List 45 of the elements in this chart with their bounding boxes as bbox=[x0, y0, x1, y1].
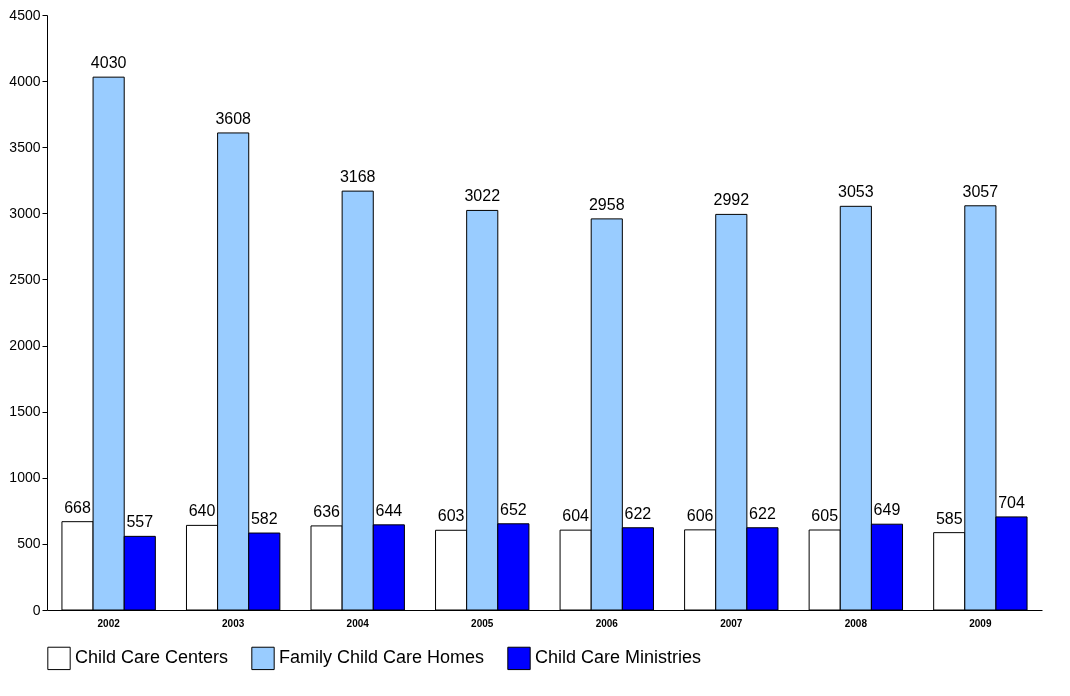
legend-label: Child Care Centers bbox=[75, 647, 229, 668]
data-label: 3022 bbox=[464, 187, 501, 205]
x-tick-label: 2007 bbox=[720, 617, 743, 629]
data-label: 606 bbox=[686, 506, 714, 524]
y-tick-label: 0 bbox=[32, 601, 41, 618]
x-tick-label: 2004 bbox=[346, 617, 370, 629]
data-label: 603 bbox=[437, 507, 465, 525]
x-tick-label: 2005 bbox=[471, 617, 494, 629]
data-label: 640 bbox=[188, 502, 216, 520]
y-tick-label: 1000 bbox=[9, 469, 41, 486]
data-label: 3168 bbox=[339, 168, 376, 186]
data-label: 668 bbox=[64, 498, 91, 516]
data-label: 644 bbox=[375, 501, 403, 519]
y-tick-label: 2000 bbox=[9, 337, 41, 354]
y-tick-label: 4500 bbox=[9, 6, 41, 23]
y-tick-label: 4000 bbox=[9, 72, 41, 89]
y-tick-label: 3500 bbox=[9, 138, 41, 155]
x-tick-label: 2009 bbox=[969, 617, 992, 629]
data-label: 652 bbox=[500, 500, 527, 518]
data-label: 622 bbox=[624, 504, 652, 522]
y-tick-label: 2500 bbox=[9, 270, 41, 287]
data-label: 4030 bbox=[90, 54, 127, 72]
data-label: 636 bbox=[313, 502, 341, 520]
data-label: 604 bbox=[562, 507, 590, 525]
y-tick-label: 1500 bbox=[9, 403, 41, 420]
data-label: 605 bbox=[811, 507, 839, 525]
data-label: 3057 bbox=[962, 182, 999, 200]
data-label: 2992 bbox=[713, 191, 750, 209]
data-label: 649 bbox=[873, 501, 901, 519]
x-tick-label: 2002 bbox=[97, 617, 121, 629]
x-tick-label: 2003 bbox=[222, 617, 245, 629]
data-label: 557 bbox=[126, 513, 154, 531]
data-label: 3608 bbox=[215, 109, 252, 127]
data-label: 704 bbox=[998, 493, 1025, 511]
data-label: 2958 bbox=[588, 195, 625, 213]
data-label: 582 bbox=[250, 510, 278, 528]
legend-label: Family Child Care Homes bbox=[279, 647, 485, 668]
y-tick-label: 500 bbox=[17, 535, 41, 552]
data-label: 622 bbox=[749, 504, 776, 522]
y-tick-label: 3000 bbox=[9, 204, 41, 221]
x-tick-label: 2008 bbox=[844, 617, 868, 629]
legend-label: Child Care Ministries bbox=[535, 647, 702, 668]
data-label: 585 bbox=[935, 509, 963, 527]
data-label: 3053 bbox=[838, 183, 874, 201]
x-tick-label: 2006 bbox=[595, 617, 619, 629]
